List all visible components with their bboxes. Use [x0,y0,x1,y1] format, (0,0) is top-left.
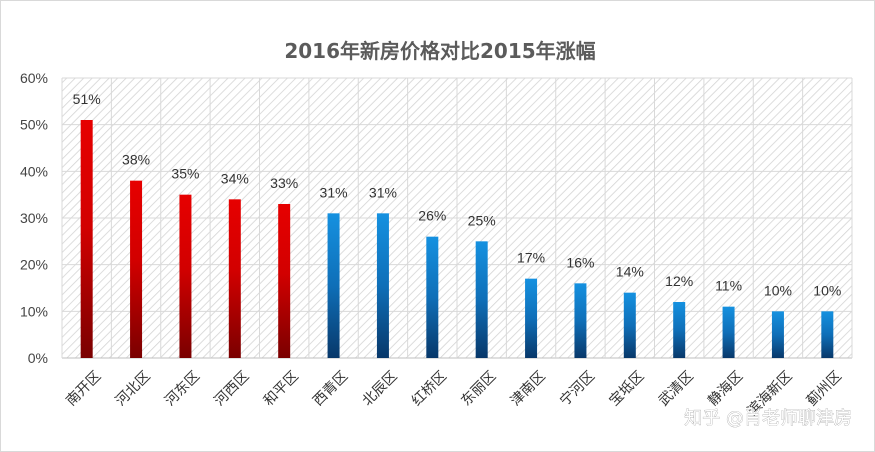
y-tick-label: 0% [28,350,48,366]
y-tick-label: 20% [20,257,48,273]
data-label: 34% [221,170,249,186]
data-label: 26% [418,208,446,224]
bar [771,311,784,358]
bar [525,278,538,358]
bar [278,204,291,358]
data-label: 35% [171,166,199,182]
watermark: 知乎 @肖老师聊津房 [684,408,852,429]
data-label: 25% [468,212,496,228]
bar [80,120,93,358]
bar [673,302,686,358]
data-label: 10% [764,282,792,298]
bar [722,306,735,358]
bar [574,283,587,358]
y-tick-label: 50% [20,117,48,133]
bar [327,213,340,358]
bar [376,213,389,358]
chart-title: 2016年新房价格对比2015年涨幅 [284,39,595,63]
data-labels: 51% 38% 35% 34% 33% 31% 31% 26% 25% 17% 16% 14% 12% 1… [73,91,842,298]
data-label: 33% [270,175,298,191]
y-tick-label: 40% [20,163,48,179]
bar [130,180,143,358]
bar [179,194,192,358]
gridlines [61,77,853,359]
y-tick-label: 30% [20,210,48,226]
y-axis-ticks: 0% 10% 20% 30% 40% 50% 60% [20,70,48,366]
bar [426,236,439,358]
data-label: 31% [320,184,348,200]
bar [623,292,636,358]
bar [228,199,241,358]
y-tick-label: 10% [20,303,48,319]
data-label: 16% [566,254,594,270]
data-label: 38% [122,152,150,168]
data-label: 10% [813,282,841,298]
data-label: 17% [517,250,545,266]
data-label: 51% [73,91,101,107]
data-label: 31% [369,184,397,200]
data-label: 11% [715,278,742,294]
y-tick-label: 60% [20,70,48,86]
bar [475,241,488,358]
bar [821,311,834,358]
bars [80,120,834,358]
data-label: 14% [616,264,644,280]
data-label: 12% [665,273,693,289]
